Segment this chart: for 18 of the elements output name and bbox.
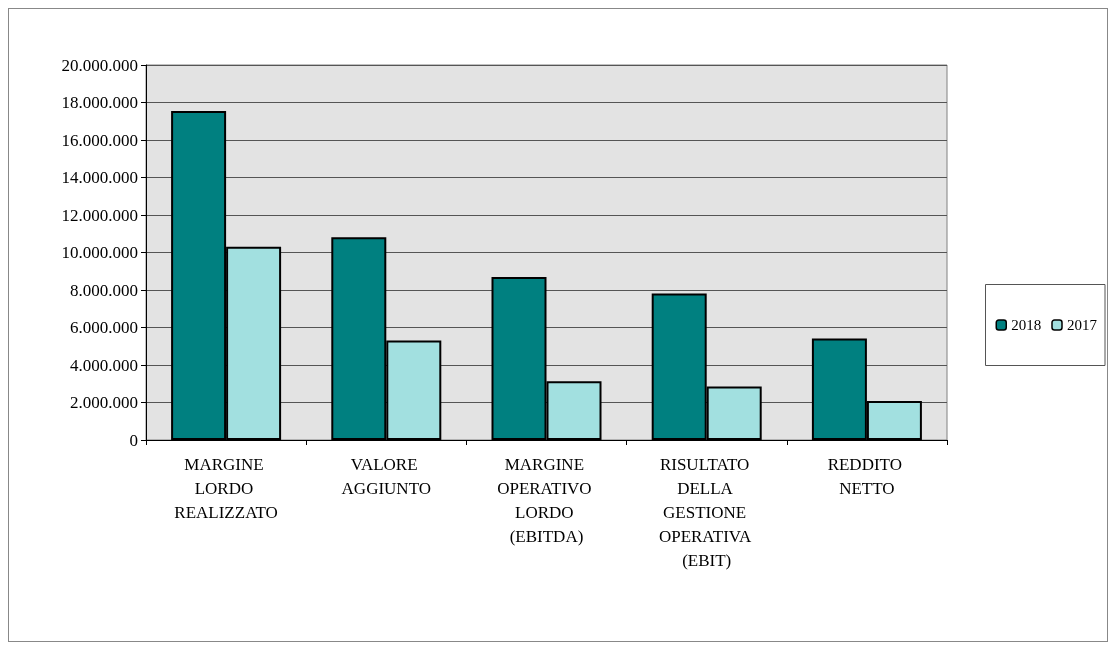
y-tick-label: 12.000.000 bbox=[61, 205, 138, 225]
y-tick-label: 2.000.000 bbox=[70, 393, 138, 412]
x-tick-label: MARGINE OPERATIVO LORDO (EBITDA) bbox=[497, 454, 596, 546]
y-tick-label: 8.000.000 bbox=[70, 280, 138, 300]
y-tick-label: 4.000.000 bbox=[70, 355, 138, 375]
x-tick-label: VALORE AGGIUNTO bbox=[341, 454, 431, 498]
y-tick-label: 18.000.000 bbox=[61, 93, 138, 112]
x-tick-label: REDDITO NETTO bbox=[827, 454, 907, 498]
y-tick-label: 10.000.000 bbox=[61, 243, 138, 262]
y-tick-label: 0 bbox=[129, 430, 138, 450]
y-tick-label: 14.000.000 bbox=[61, 168, 138, 187]
legend-label: 2017 bbox=[1067, 317, 1098, 333]
y-tick-label: 6.000.000 bbox=[70, 318, 138, 337]
y-tick-label: 16.000.000 bbox=[61, 130, 138, 150]
y-tick-label: 20.000.000 bbox=[61, 55, 138, 75]
x-tick-label: RISULTATO DELLA GESTIONE OPERATIVA (EBIT) bbox=[658, 454, 755, 570]
x-tick-label: MARGINE LORDO REALIZZATO bbox=[174, 454, 278, 522]
legend-label: 2018 bbox=[1011, 317, 1042, 333]
